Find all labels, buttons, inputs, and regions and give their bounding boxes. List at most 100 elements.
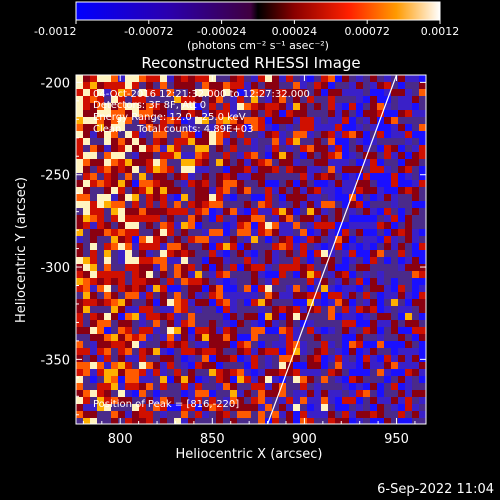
heatmap-cell xyxy=(167,75,174,82)
heatmap-cell xyxy=(321,110,328,117)
heatmap-cell xyxy=(76,131,83,138)
heatmap-cell xyxy=(167,355,174,362)
heatmap-cell xyxy=(237,411,244,418)
heatmap-cell xyxy=(349,180,356,187)
heatmap-cell xyxy=(307,166,314,173)
heatmap-cell xyxy=(90,313,97,320)
heatmap-cell xyxy=(384,145,391,152)
heatmap-cell xyxy=(111,271,118,278)
heatmap-cell xyxy=(202,376,209,383)
heatmap-cell xyxy=(272,82,279,89)
heatmap-cell xyxy=(328,173,335,180)
heatmap-cell xyxy=(398,313,405,320)
heatmap-cell xyxy=(132,355,139,362)
heatmap-cell xyxy=(251,285,258,292)
heatmap-cell xyxy=(223,285,230,292)
heatmap-cell xyxy=(83,138,90,145)
heatmap-cell xyxy=(398,243,405,250)
heatmap-cell xyxy=(118,404,125,411)
heatmap-cell xyxy=(419,96,426,103)
heatmap-cell xyxy=(251,327,258,334)
heatmap-cell xyxy=(202,222,209,229)
heatmap-cell xyxy=(258,187,265,194)
heatmap-cell xyxy=(293,159,300,166)
heatmap-cell xyxy=(370,376,377,383)
heatmap-cell xyxy=(139,320,146,327)
heatmap-cell xyxy=(314,152,321,159)
heatmap-cell xyxy=(153,257,160,264)
heatmap-cell xyxy=(356,96,363,103)
heatmap-cell xyxy=(377,222,384,229)
heatmap-cell xyxy=(90,110,97,117)
heatmap-cell xyxy=(139,194,146,201)
heatmap-cell xyxy=(125,138,132,145)
heatmap-cell xyxy=(419,152,426,159)
heatmap-cell xyxy=(118,327,125,334)
heatmap-cell xyxy=(391,369,398,376)
heatmap-cell xyxy=(244,215,251,222)
heatmap-cell xyxy=(412,320,419,327)
heatmap-cell xyxy=(209,124,216,131)
heatmap-cell xyxy=(363,250,370,257)
heatmap-cell xyxy=(412,383,419,390)
heatmap-cell xyxy=(384,327,391,334)
heatmap-cell xyxy=(405,404,412,411)
heatmap-cell xyxy=(153,222,160,229)
heatmap-cell xyxy=(139,215,146,222)
heatmap-cell xyxy=(76,355,83,362)
heatmap-cell xyxy=(377,348,384,355)
heatmap-cell xyxy=(139,418,146,424)
heatmap-cell xyxy=(244,327,251,334)
heatmap-cell xyxy=(216,131,223,138)
heatmap-cell xyxy=(251,404,258,411)
heatmap-cell xyxy=(97,222,104,229)
heatmap-cell xyxy=(132,103,139,110)
heatmap-cell xyxy=(286,369,293,376)
heatmap-cell xyxy=(279,124,286,131)
heatmap-cell xyxy=(237,152,244,159)
heatmap-cell xyxy=(377,229,384,236)
heatmap-cell xyxy=(258,250,265,257)
heatmap-cell xyxy=(356,278,363,285)
heatmap-cell xyxy=(237,243,244,250)
heatmap-cell xyxy=(384,348,391,355)
heatmap-cell xyxy=(321,250,328,257)
heatmap-cell xyxy=(286,306,293,313)
heatmap-cell xyxy=(251,369,258,376)
heatmap-cell xyxy=(237,264,244,271)
heatmap-cell xyxy=(328,131,335,138)
heatmap-cell xyxy=(160,257,167,264)
heatmap-cell xyxy=(125,243,132,250)
heatmap-cell xyxy=(76,208,83,215)
heatmap-cell xyxy=(384,264,391,271)
heatmap-cell xyxy=(216,187,223,194)
heatmap-cell xyxy=(188,117,195,124)
heatmap-cell xyxy=(160,327,167,334)
heatmap-cell xyxy=(146,355,153,362)
heatmap-cell xyxy=(83,173,90,180)
heatmap-cell xyxy=(391,82,398,89)
heatmap-cell xyxy=(265,292,272,299)
heatmap-cell xyxy=(279,327,286,334)
heatmap-cell xyxy=(160,418,167,424)
heatmap-cell xyxy=(195,313,202,320)
heatmap-cell xyxy=(258,271,265,278)
heatmap-cell xyxy=(342,320,349,327)
heatmap-cell xyxy=(202,306,209,313)
heatmap-cell xyxy=(265,355,272,362)
heatmap-cell xyxy=(363,376,370,383)
heatmap-cell xyxy=(125,215,132,222)
heatmap-cell xyxy=(251,292,258,299)
heatmap-cell xyxy=(216,334,223,341)
heatmap-cell xyxy=(279,285,286,292)
heatmap-cell xyxy=(174,397,181,404)
heatmap-cell xyxy=(237,285,244,292)
heatmap-cell xyxy=(125,334,132,341)
heatmap-cell xyxy=(90,82,97,89)
heatmap-cell xyxy=(342,348,349,355)
heatmap-cell xyxy=(153,320,160,327)
heatmap-cell xyxy=(111,180,118,187)
heatmap-cell xyxy=(153,376,160,383)
heatmap-cell xyxy=(104,278,111,285)
heatmap-cell xyxy=(132,257,139,264)
